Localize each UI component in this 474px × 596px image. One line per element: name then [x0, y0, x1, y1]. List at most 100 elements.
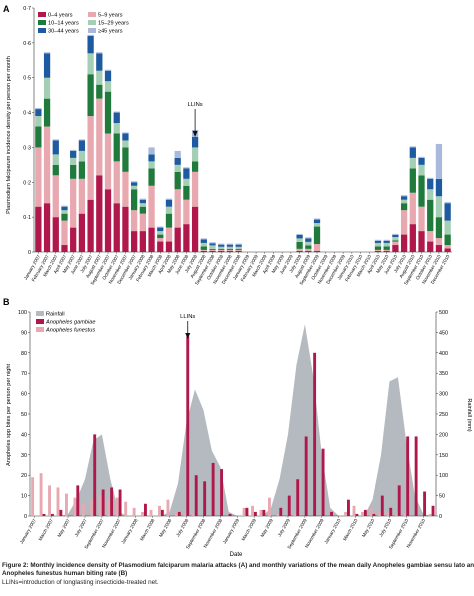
panel-a-bar-segment: [209, 249, 216, 251]
panel-a-legend-label: 10–14 years: [48, 21, 79, 27]
panel-a-bar-segment: [139, 206, 146, 214]
panel-a-bar-segment: [43, 126, 51, 204]
panel-b-x-tick-label: January 2007: [19, 518, 37, 545]
panel-a-bar-segment: [435, 143, 443, 179]
panel-b-y2-tick-label: 450: [439, 330, 448, 336]
panel-b-rainfall-area: [34, 324, 432, 516]
panel-a-legend-swatch: [88, 20, 96, 25]
panel-b-funestus-bar: [174, 511, 178, 516]
panel-a-legend-swatch: [38, 12, 46, 17]
panel-a-y-axis-label: Plasmodium falciparum incidence density …: [6, 56, 12, 214]
panel-a-bar-segment: [409, 192, 416, 225]
panel-a-bar-segment: [427, 241, 434, 252]
figure-caption: Figure 2: Monthly incidence density of P…: [2, 562, 474, 587]
panel-a-bar-segment: [61, 213, 68, 221]
panel-b-y2-tick-label: 200: [439, 432, 448, 438]
panel-a-bar-segment: [427, 231, 434, 242]
panel-b-x-tick-label: July 2008: [175, 518, 189, 538]
panel-b-funestus-bar: [90, 499, 94, 516]
panel-b-legend-label: Anopheles gambiae: [45, 320, 95, 326]
panel-a-bar-segment: [183, 199, 190, 225]
panel-a-bar-segment: [104, 189, 112, 252]
panel-a-bar-segment: [78, 150, 86, 162]
panel-a-bar-segment: [148, 161, 155, 169]
panel-b-gambiae-bar: [372, 513, 376, 516]
panel-a-bar-segment: [78, 161, 86, 179]
panel-b-gambiae-bar: [144, 503, 147, 516]
panel-a-bar-segment: [87, 116, 94, 200]
panel-b-gambiae-bar: [414, 436, 418, 516]
panel-a-bar-segment: [218, 244, 225, 247]
panel-b-x-tick-label: January 2009: [222, 518, 240, 545]
panel-a-y-tick-label: 0·7: [23, 6, 31, 12]
panel-b-x-tick-label: March 2009: [241, 518, 258, 542]
panel-a-bar-segment: [165, 213, 173, 228]
panel-a-bar-segment: [131, 231, 138, 252]
panel-a-bar-segment: [383, 239, 390, 241]
panel-b-gambiae-bar: [321, 448, 325, 516]
panel-a-bar-segment: [35, 147, 42, 207]
panel-b-gambiae-bar: [177, 511, 181, 516]
panel-a-bar-segment: [418, 206, 425, 232]
panel-a-bar-segment: [392, 237, 399, 241]
panel-a-bar-segment: [174, 189, 181, 228]
panel-a-bar-segment: [43, 52, 51, 54]
panel-a-bar-segment: [183, 178, 190, 186]
panel-a-bar-segment: [392, 245, 399, 252]
panel-b-funestus-bar: [344, 511, 348, 516]
panel-a-bar-segment: [374, 239, 382, 241]
panel-a-bar-segment: [70, 150, 77, 158]
panel-a-bar-segment: [313, 243, 321, 251]
panel-a-bar-segment: [444, 248, 451, 252]
panel-a-bar-segment: [313, 219, 321, 224]
panel-b-funestus-bar: [98, 495, 102, 516]
panel-a-bar-segment: [113, 112, 120, 124]
panel-b-legend-label: Rainfall: [46, 312, 65, 318]
panel-a-bar-segment: [374, 249, 382, 251]
panel-a-bar-segment: [52, 175, 59, 218]
panel-a-bar-segment: [157, 238, 164, 242]
panel-a-y-tick-label: 0·6: [23, 41, 31, 47]
panel-a-bar-segment: [87, 34, 94, 36]
panel-a-bar-segment: [200, 246, 207, 250]
panel-b-y-tick-label: 50: [21, 412, 27, 418]
panel-a-bar-segment: [131, 185, 138, 190]
panel-a-bar-segment: [392, 240, 399, 242]
panel-b-y-tick-label: 10: [21, 494, 27, 500]
panel-a-bar-segment: [43, 77, 51, 99]
panel-b-y2-tick-label: 100: [439, 473, 448, 479]
panel-a-bar-segment: [444, 220, 451, 235]
panel-b-gambiae-bar: [389, 507, 393, 516]
panel-b-y-tick-label: 80: [21, 351, 27, 357]
panel-b-gambiae-bar: [59, 509, 63, 516]
panel-a-bar-segment: [122, 140, 129, 148]
panel-b-gambiae-bar: [194, 475, 198, 516]
panel-a-bar-segment: [444, 245, 451, 249]
panel-b-y-tick-label: 40: [21, 432, 27, 438]
panel-a-bar-segment: [70, 149, 77, 151]
panel-a-bar-segment: [191, 206, 199, 252]
panel-a-bar-segment: [122, 147, 129, 172]
panel-b-y2-tick-label: 500: [439, 310, 448, 316]
panel-a-bar-segment: [113, 133, 120, 162]
panel-a-bar-segment: [427, 177, 434, 179]
panel-a-bar-segment: [43, 53, 51, 78]
panel-a-bar-segment: [157, 234, 164, 239]
panel-a-bar-segment: [235, 244, 242, 247]
panel-b-funestus-bar: [31, 477, 35, 516]
panel-a-bar-segment: [43, 203, 51, 252]
panel-a-bar-segment: [418, 157, 425, 165]
panel-b-funestus-bar: [428, 513, 432, 516]
panel-a-bar-segment: [235, 246, 242, 249]
panel-a-bar-segment: [174, 164, 181, 172]
panel-b-gambiae-bar: [330, 511, 333, 516]
panel-b-y2-tick-label: 250: [439, 412, 448, 418]
panel-a-y-tick-label: 0·5: [23, 76, 31, 82]
panel-a-bar-segment: [165, 241, 173, 252]
panel-a-bar-segment: [96, 70, 103, 85]
panel-b-funestus-bar: [56, 487, 60, 516]
panel-a-bar-segment: [87, 74, 94, 117]
panel-a-bar-segment: [235, 249, 242, 251]
panel-a-bar-segment: [113, 161, 120, 204]
